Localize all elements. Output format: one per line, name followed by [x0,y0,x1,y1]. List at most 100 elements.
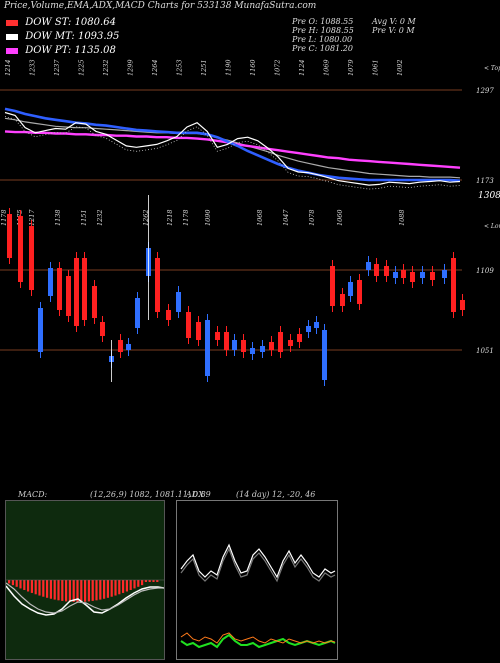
macd-histogram-bar [65,580,68,602]
candle-body [135,298,140,328]
top-number-label: 1214 [4,59,12,76]
candle-body [215,332,220,340]
ema-series-line [4,117,461,179]
top-number-label: 1251 [200,59,208,76]
low-number-label: 1138 [54,209,62,226]
candle-body [401,270,406,278]
macd-histogram-bar [125,580,128,592]
macd-label: MACD: [18,490,48,499]
legend-swatch-pt [6,47,18,54]
top-number-label: 1190 [225,59,233,76]
legend-swatch-mt [6,33,18,40]
macd-histogram-bar [141,580,144,586]
candle-body [366,262,371,270]
price-chart: 1214 1233 1237 1225 1232 1299 1264 1253 1251 1190… [0,59,500,386]
low-number-label: 1178 [0,209,8,226]
candle-body [92,286,97,318]
candle-body [232,340,237,350]
macd-histogram-bar [68,580,71,602]
top-number-label: 1225 [78,59,86,76]
macd-histogram-bar [91,580,94,601]
level-label: 1051 [476,347,494,355]
adx-trend-line [180,632,336,644]
info-high: Pre H: 1088.55 [292,26,354,35]
low-number-label: 1047 [282,209,290,226]
macd-histogram-bar [144,580,147,582]
candle-body [7,214,12,258]
candle-body [196,322,201,340]
candle-body [57,268,62,310]
top-number-label: 1160 [249,59,257,76]
macd-histogram-bar [110,580,113,597]
macd-plot [5,579,165,616]
macd-histogram-bar [148,580,151,582]
macd-histogram-bar [152,580,155,582]
macd-signal-line [5,582,164,614]
candle-body [66,276,71,316]
info-avg-volume: Avg V: 0 M [372,17,416,26]
candle-body [451,258,456,312]
macd-histogram-bar [38,580,41,596]
macd-histogram-bar [122,580,125,593]
candle-body [278,332,283,352]
candle-body [205,320,210,376]
macd-histogram-bar [137,580,140,587]
ema-series-line [4,107,461,182]
legend-dow-st: DOW ST: 1080.64 [6,17,116,28]
low-number-label: 1068 [256,209,264,226]
info-close: Pre C: 1081.20 [292,44,353,53]
macd-histogram-bar [57,580,60,601]
legend-dow-pt: DOW PT: 1135.08 [6,45,116,56]
macd-histogram-bar [8,580,11,584]
candle-body [118,340,123,352]
macd-histogram-bar [106,580,109,598]
low-number-label: 1232 [96,209,104,226]
ema-series-line [4,111,461,186]
lows-axis-label: < Lows [484,223,500,230]
macd-histogram-bar [61,580,64,601]
macd-histogram-bar [76,580,79,602]
low-number-label: 1078 [308,209,316,226]
macd-histogram-bar [156,580,159,582]
ema-dotted-line [4,116,461,190]
candle-body [314,322,319,328]
low-number-label: 1262 [142,209,150,226]
candle-body [374,264,379,276]
candle-body [430,272,435,280]
macd-histogram-bar [15,580,18,587]
top-number-label: 1061 [372,59,380,76]
candle-body [297,334,302,342]
top-number-label: 1069 [323,59,331,76]
macd-histogram-bar [84,580,87,602]
candle-body [322,330,327,380]
legend-swatch-st [6,19,18,26]
macd-histogram-bar [114,580,117,596]
level-label: 1173 [476,177,494,185]
legend-dow-pt-label: DOW PT: 1135.08 [25,45,116,56]
adx-values: (14 day) 12, -20, 46 [236,490,316,499]
info-open: Pre O: 1088.55 [292,17,354,26]
candle-body [442,270,447,278]
candle-body [48,268,53,296]
candle-body [82,258,87,320]
low-number-label: 1151 [80,209,88,226]
candle-body [269,342,274,350]
macd-histogram-bar [129,580,132,590]
macd-histogram-bar [42,580,45,597]
macd-line [5,585,165,616]
macd-histogram-bar [11,580,14,586]
current-value-label: 1308.65 [478,191,500,201]
top-number-label: 1232 [102,59,110,76]
candle-body [357,280,362,304]
macd-histogram-bar [118,580,121,595]
adx-minus-di-line [180,633,336,649]
macd-histogram-bar [46,580,49,598]
top-number-label: 1072 [274,59,282,76]
candle-body [460,300,465,310]
candle-body [18,216,23,282]
macd-histogram-bar [30,580,33,593]
candle-body [126,344,131,350]
macd-histogram-bar [99,580,102,600]
legend-dow-mt-label: DOW MT: 1093.95 [25,31,120,42]
candle-body [288,340,293,346]
